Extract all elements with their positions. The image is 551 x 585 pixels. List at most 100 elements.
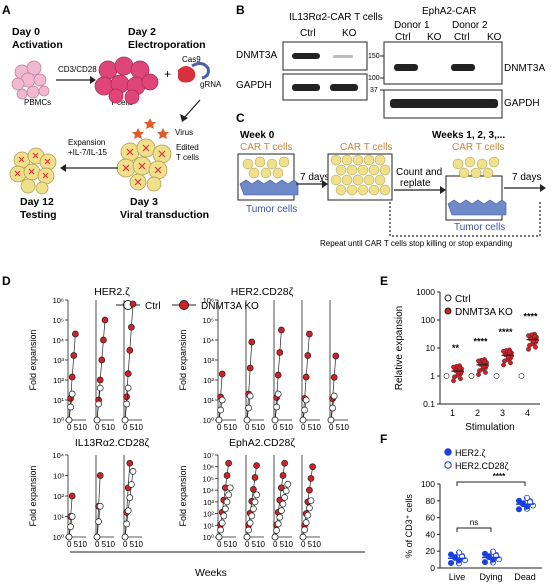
group-title: IL13Rα2.CD28ζ [75, 437, 150, 449]
e-ytick-label: 1 [430, 371, 435, 381]
ctrl-point [329, 404, 336, 412]
cas9-label: Cas9 [182, 55, 201, 64]
f-her2z-point [516, 506, 523, 513]
group-title: EphA2.CD28ζ [229, 437, 295, 449]
tcells-label: T cells [110, 98, 133, 107]
ytick-label: 10² [203, 510, 214, 519]
day2-label: Day 2 [128, 26, 156, 38]
panel-label-f: F [380, 432, 387, 446]
ko-donor1-label: KO [427, 32, 442, 43]
blot-left-dnmt3a [282, 41, 368, 71]
e-ko-point [457, 365, 462, 371]
ko-point [225, 459, 232, 467]
arrow-head-activation [90, 76, 96, 84]
ctrl-point [299, 416, 307, 424]
e-ko-point [483, 370, 488, 375]
ctrl-point [299, 533, 307, 541]
ctrl-point [223, 498, 231, 506]
ytick-label: 10¹ [203, 396, 214, 405]
ctrl-point [226, 484, 234, 492]
ctrl-point [123, 400, 130, 408]
f-ytick-label: 0 [430, 563, 435, 573]
ctrl-point [276, 513, 284, 521]
mw-150-label: 150 [368, 53, 380, 60]
f-ylabel: % of CD3⁺ cells [404, 494, 414, 558]
day0-label: Day 0 [12, 26, 40, 38]
f-her2z-point [481, 559, 488, 566]
week-tick-labels: 0 510 [245, 423, 266, 432]
ctrl-donor2-label: Ctrl [454, 32, 470, 43]
e-ko-point [508, 360, 513, 366]
coculture-week0 [237, 153, 299, 201]
ctrl-left-label: Ctrl [300, 28, 316, 39]
ytick-label: 10⁶ [203, 463, 214, 472]
ko-point [279, 472, 287, 479]
f-ytick-label: 80 [426, 496, 436, 506]
relative-expansion-chart: 0.1 1 10 100 1000 Relative expansion Stimulati… [394, 287, 540, 433]
e-xtick-label: 1 [450, 408, 455, 418]
ctrl-donor1-label: Ctrl [395, 32, 411, 43]
e-ctrl-point [468, 373, 475, 379]
ctrl-point [273, 403, 280, 411]
f-sig-label: **** [493, 472, 506, 481]
e-legend-ko-marker [444, 307, 452, 315]
il13-title: IL13Rα2-CAR T cells [289, 12, 383, 23]
ko-point [251, 474, 259, 481]
f-her2z-point [447, 551, 454, 558]
e-ko-point [452, 374, 457, 380]
week-tick-labels: 0 510 [217, 423, 238, 432]
e-ko-point [477, 368, 482, 374]
ko-point [309, 463, 316, 471]
ko-point [307, 475, 315, 482]
ytick-label: 10⁰ [53, 416, 64, 425]
f-ytick-label: 40 [426, 529, 436, 539]
ctrl-point [302, 396, 310, 404]
car-label-1: CAR T cells [240, 142, 292, 153]
ko-point [332, 352, 340, 360]
viral-transduction-label: Viral transduction [120, 209, 209, 221]
ytick-label: 10⁰ [203, 416, 214, 425]
ytick-label: 10⁶ [203, 296, 214, 305]
ko-point [123, 393, 130, 401]
week-tick-labels: 0 510 [245, 540, 266, 549]
f-ytick-label: 20 [426, 546, 436, 556]
f-her2cd28z-point [489, 548, 496, 555]
week-tick-labels: 0 510 [67, 423, 88, 432]
e-legend-ctrl-marker [444, 294, 452, 302]
e-xtick-label: 2 [475, 408, 480, 418]
week-tick-labels: 0 510 [301, 423, 322, 432]
f-sig-label: ns [470, 518, 478, 527]
arrow-head-expansion [60, 164, 66, 172]
ko-point [276, 349, 284, 356]
ctrl-point [67, 403, 74, 411]
e-ytick-label: 10 [426, 343, 436, 353]
ko-point [70, 352, 78, 359]
ko-point [281, 459, 288, 467]
ctrl-point [68, 390, 76, 398]
ko-point [68, 492, 76, 500]
expansion-label: Expansion [68, 138, 105, 147]
ko-point [330, 373, 338, 381]
ko-point [218, 370, 226, 378]
panel-label-b: B [236, 3, 245, 17]
week0-label: Week 0 [240, 130, 275, 141]
f-xtick-label: Dying [479, 572, 502, 582]
week-tick-labels: 0 510 [123, 540, 144, 549]
ko-point [72, 330, 79, 338]
f-her2z-point [516, 497, 523, 504]
panel-label-e: E [380, 274, 388, 288]
epha2-title: EphA2-CAR [422, 6, 476, 17]
ytick-label: 10³ [203, 498, 214, 507]
pbmcs-label: PBMCs [24, 98, 51, 107]
ko-point [96, 376, 104, 384]
e-legend: Ctrl DNMT3A KO [444, 294, 513, 318]
ko-point [100, 336, 107, 344]
ytick-label: 10⁰ [203, 533, 214, 542]
activation-label: Activation [12, 39, 63, 51]
e-ko-point [527, 342, 532, 348]
week-tick-labels: 0 510 [67, 540, 88, 549]
ctrl-point [271, 533, 279, 541]
ctrl-point [246, 519, 254, 527]
